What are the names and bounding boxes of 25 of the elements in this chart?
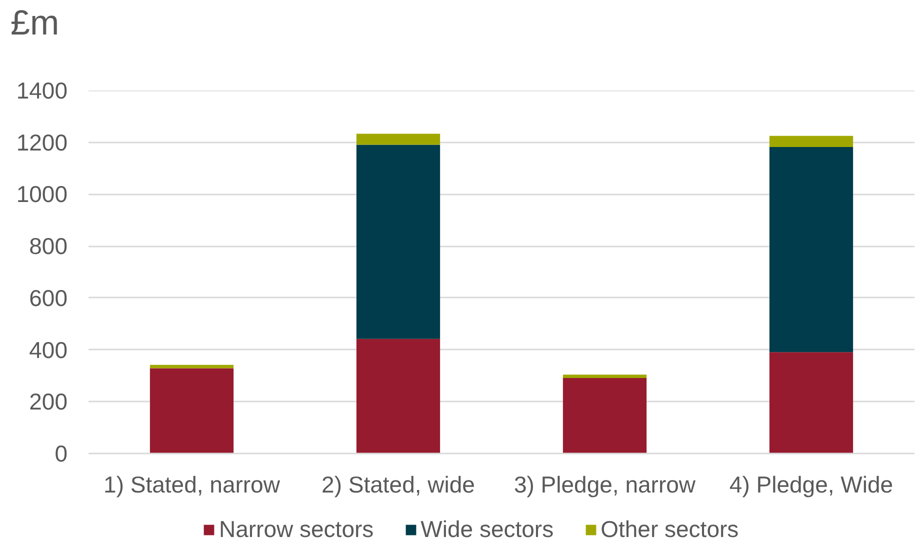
legend-label: Narrow sectors (219, 516, 374, 543)
y-tick-label: 400 (29, 336, 68, 363)
x-tick-label: 3) Pledge, narrow (514, 472, 696, 498)
bar (562, 374, 647, 378)
x-tick-label: 4) Pledge, Wide (729, 472, 894, 498)
x-tick-label: 2) Stated, wide (322, 472, 475, 498)
legend-label: Wide sectors (420, 516, 554, 543)
bar (769, 352, 854, 454)
bar (150, 368, 234, 454)
legend-label: Other sectors (600, 516, 739, 543)
y-tick-label: 1000 (16, 181, 68, 208)
y-tick-label: 0 (54, 440, 68, 466)
bar (356, 134, 440, 145)
x-tick-label: 1) Stated, narrow (104, 472, 280, 498)
y-tick-label: 1400 (16, 78, 68, 104)
bar (562, 378, 647, 454)
bar (356, 144, 440, 339)
bar (769, 136, 854, 148)
y-tick-label: 1200 (16, 129, 68, 156)
y-axis-title: £m (10, 4, 60, 42)
bar (356, 338, 440, 454)
y-tick-label: 600 (29, 284, 68, 311)
y-tick-label: 800 (29, 233, 68, 260)
bar (769, 147, 854, 352)
y-tick-label: 200 (29, 388, 68, 415)
